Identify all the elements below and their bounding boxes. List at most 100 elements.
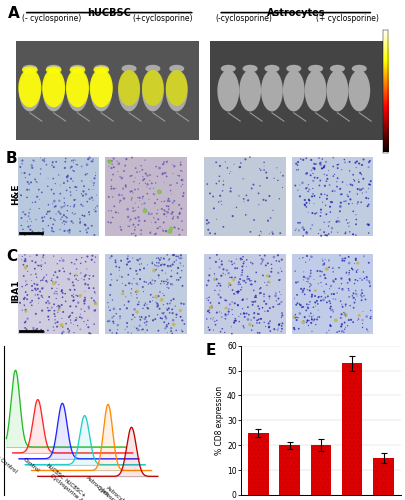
Point <box>105 193 112 201</box>
Point <box>352 286 359 294</box>
Point <box>41 213 48 221</box>
Point <box>219 200 225 208</box>
Point <box>22 306 29 314</box>
Point <box>277 320 283 328</box>
Point <box>248 276 255 284</box>
Point <box>326 166 332 174</box>
Point <box>41 157 47 165</box>
Point <box>302 201 308 209</box>
Point <box>243 262 250 270</box>
Point <box>108 182 115 190</box>
Point <box>53 294 60 302</box>
Point <box>161 260 168 268</box>
Ellipse shape <box>305 70 326 112</box>
Point <box>59 314 65 322</box>
Point <box>207 229 213 237</box>
Point <box>359 289 365 297</box>
Point <box>337 297 344 305</box>
Point <box>171 258 177 266</box>
Bar <box>205 254 286 334</box>
Point <box>308 281 314 289</box>
Point <box>266 272 273 280</box>
Point <box>142 328 149 336</box>
Point <box>83 190 89 198</box>
Point <box>153 162 160 170</box>
Point <box>328 290 335 298</box>
Point <box>81 300 88 308</box>
Point <box>266 304 273 312</box>
Point <box>346 222 352 230</box>
Point <box>165 197 171 205</box>
Point <box>279 309 285 317</box>
Ellipse shape <box>42 68 65 108</box>
Point <box>205 296 211 304</box>
Point <box>244 272 251 280</box>
Point <box>261 290 267 298</box>
Point <box>223 304 229 312</box>
Point <box>213 316 220 324</box>
Point <box>231 290 237 298</box>
Point <box>367 177 374 185</box>
Point <box>256 285 263 293</box>
Point <box>32 291 38 299</box>
Point <box>311 164 318 172</box>
Point <box>231 160 237 168</box>
Point <box>141 200 148 207</box>
Point <box>159 161 166 169</box>
Point <box>92 298 98 306</box>
Point <box>217 162 224 170</box>
Point <box>155 216 162 224</box>
Point <box>321 163 327 171</box>
Point <box>354 259 361 267</box>
Point <box>343 228 349 236</box>
Point <box>128 196 135 204</box>
Point <box>339 255 346 263</box>
Point <box>111 154 117 162</box>
Point <box>27 206 33 214</box>
Point <box>28 302 35 310</box>
Point <box>81 220 88 228</box>
Point <box>207 264 213 272</box>
Point <box>55 306 62 314</box>
Point <box>89 194 95 202</box>
Point <box>258 314 264 322</box>
Ellipse shape <box>22 66 38 73</box>
Point <box>28 222 34 230</box>
Point <box>90 284 97 292</box>
Point <box>164 306 171 314</box>
Point <box>107 158 113 166</box>
Point <box>303 170 309 177</box>
Point <box>180 192 186 200</box>
Point <box>30 326 37 334</box>
Point <box>139 326 145 334</box>
Point <box>293 301 299 309</box>
Point <box>236 288 242 296</box>
Point <box>346 270 352 278</box>
Point <box>127 188 134 196</box>
Point <box>29 228 36 235</box>
Point <box>308 166 315 174</box>
Point <box>329 198 335 206</box>
Point <box>172 302 179 310</box>
Point <box>62 158 68 166</box>
Point <box>214 282 220 290</box>
Point <box>152 199 158 207</box>
Point <box>358 296 365 304</box>
Point <box>150 190 157 198</box>
Point <box>337 185 343 193</box>
Point <box>153 262 159 270</box>
Point <box>46 208 53 216</box>
Point <box>353 210 359 218</box>
Point <box>52 316 58 324</box>
Point <box>50 220 56 228</box>
Point <box>142 217 148 225</box>
Point <box>366 259 372 267</box>
Point <box>318 232 324 240</box>
Point <box>294 161 301 169</box>
Point <box>157 256 163 264</box>
Point <box>35 299 42 307</box>
Point <box>332 187 338 195</box>
Point <box>22 288 29 296</box>
Point <box>277 229 284 237</box>
Point <box>159 314 165 322</box>
